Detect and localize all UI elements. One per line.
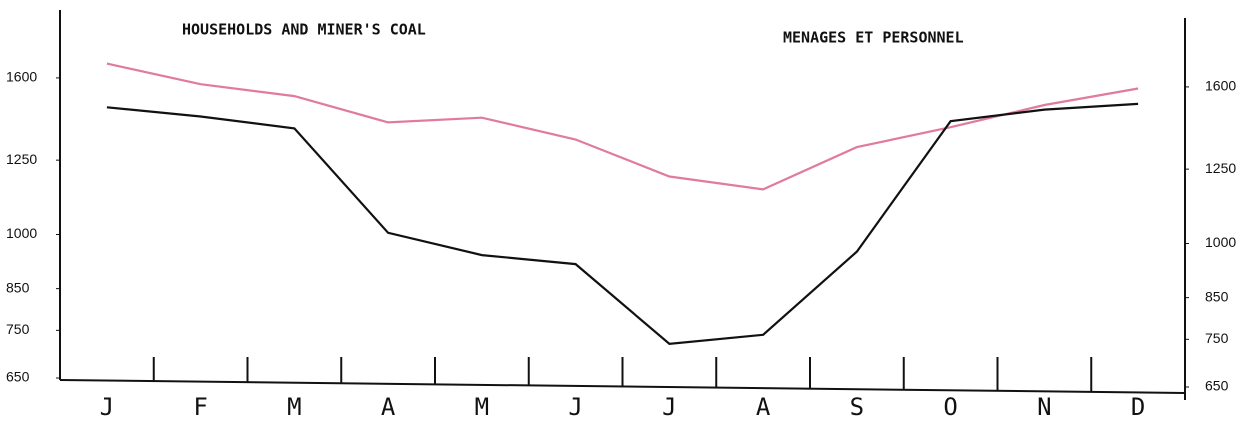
y-tick-label: 1600 bbox=[6, 69, 37, 85]
x-tick-label: J bbox=[568, 393, 582, 421]
y2-tick-label: 1000 bbox=[1205, 234, 1236, 250]
x-tick-label: M bbox=[475, 393, 489, 421]
y-tick-label: 750 bbox=[6, 321, 30, 337]
x-tick-label: M bbox=[287, 393, 301, 421]
x-tick-label: J bbox=[100, 393, 114, 421]
y-tick-label: 850 bbox=[6, 279, 30, 295]
x-tick-label: J bbox=[662, 393, 676, 421]
y-tick-label: 650 bbox=[6, 369, 30, 385]
y2-tick-label: 650 bbox=[1205, 378, 1229, 394]
x-tick-label: D bbox=[1131, 393, 1145, 421]
y-tick-label: 1000 bbox=[6, 225, 37, 241]
x-tick-label: A bbox=[381, 393, 396, 421]
y2-tick-label: 750 bbox=[1205, 330, 1229, 346]
line bbox=[106, 62, 1139, 191]
x-tick-label: N bbox=[1037, 393, 1051, 421]
x-tick-label: A bbox=[756, 393, 771, 421]
annotation: MENAGES ET PERSONNEL bbox=[783, 29, 964, 47]
x-tick-label: O bbox=[943, 393, 957, 421]
x-tick-label: S bbox=[850, 393, 864, 421]
annotation: HOUSEHOLDS AND MINER'S COAL bbox=[182, 21, 426, 39]
y-tick-label: 1250 bbox=[6, 151, 37, 167]
y2-tick-label: 850 bbox=[1205, 288, 1229, 304]
y2-tick-label: 1600 bbox=[1205, 78, 1236, 94]
line bbox=[106, 102, 1139, 346]
y2-tick-label: 1250 bbox=[1205, 160, 1236, 176]
x-tick-label: F bbox=[193, 393, 207, 421]
